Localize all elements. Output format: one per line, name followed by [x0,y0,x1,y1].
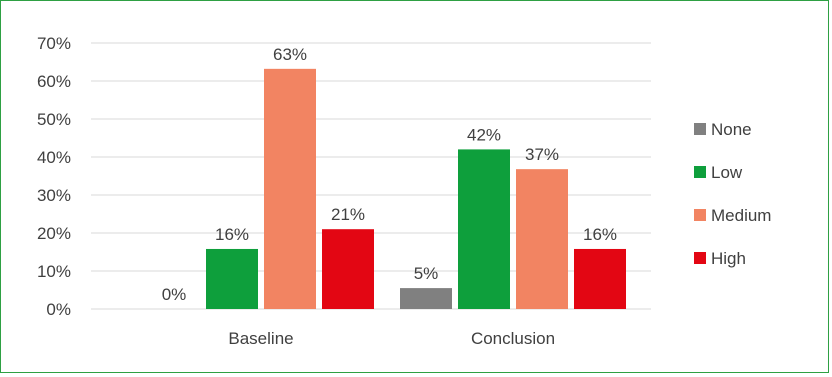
y-tick-label: 50% [37,110,71,129]
bar-medium-baseline [264,68,316,309]
legend-swatch-high [694,252,706,264]
bar-high-conclusion [574,248,626,309]
data-labels: 0% 5% 16% 42% 63% 37% 21% 16% [162,45,617,304]
legend-swatch-medium [694,209,706,221]
y-tick-label: 40% [37,148,71,167]
legend-swatch-none [694,123,706,135]
y-tick-label: 0% [46,300,71,319]
bar-series [206,68,626,309]
data-label: 16% [583,225,617,244]
data-label: 42% [467,125,501,144]
legend-label-none: None [711,120,752,139]
y-tick-label: 10% [37,262,71,281]
data-label: 21% [331,205,365,224]
bar-high-baseline [322,229,374,309]
x-axis-category-labels: Baseline Conclusion [228,329,555,348]
data-label: 16% [215,225,249,244]
legend-label-high: High [711,249,746,268]
bar-low-conclusion [458,149,510,309]
data-label: 5% [414,264,439,283]
y-tick-label: 70% [37,34,71,53]
bar-none-conclusion [400,288,452,309]
y-tick-label: 30% [37,186,71,205]
legend-label-medium: Medium [711,206,771,225]
x-category-label: Conclusion [471,329,555,348]
y-tick-label: 20% [37,224,71,243]
bar-low-baseline [206,248,258,309]
legend-swatch-low [694,166,706,178]
y-tick-label: 60% [37,72,71,91]
x-category-label: Baseline [228,329,293,348]
bar-medium-conclusion [516,169,568,309]
data-label: 0% [162,285,187,304]
y-axis-tick-labels: 0% 10% 20% 30% 40% 50% 60% 70% [37,34,71,319]
data-label: 63% [273,45,307,64]
legend: None Low Medium High [694,120,771,268]
legend-label-low: Low [711,163,743,182]
data-label: 37% [525,145,559,164]
